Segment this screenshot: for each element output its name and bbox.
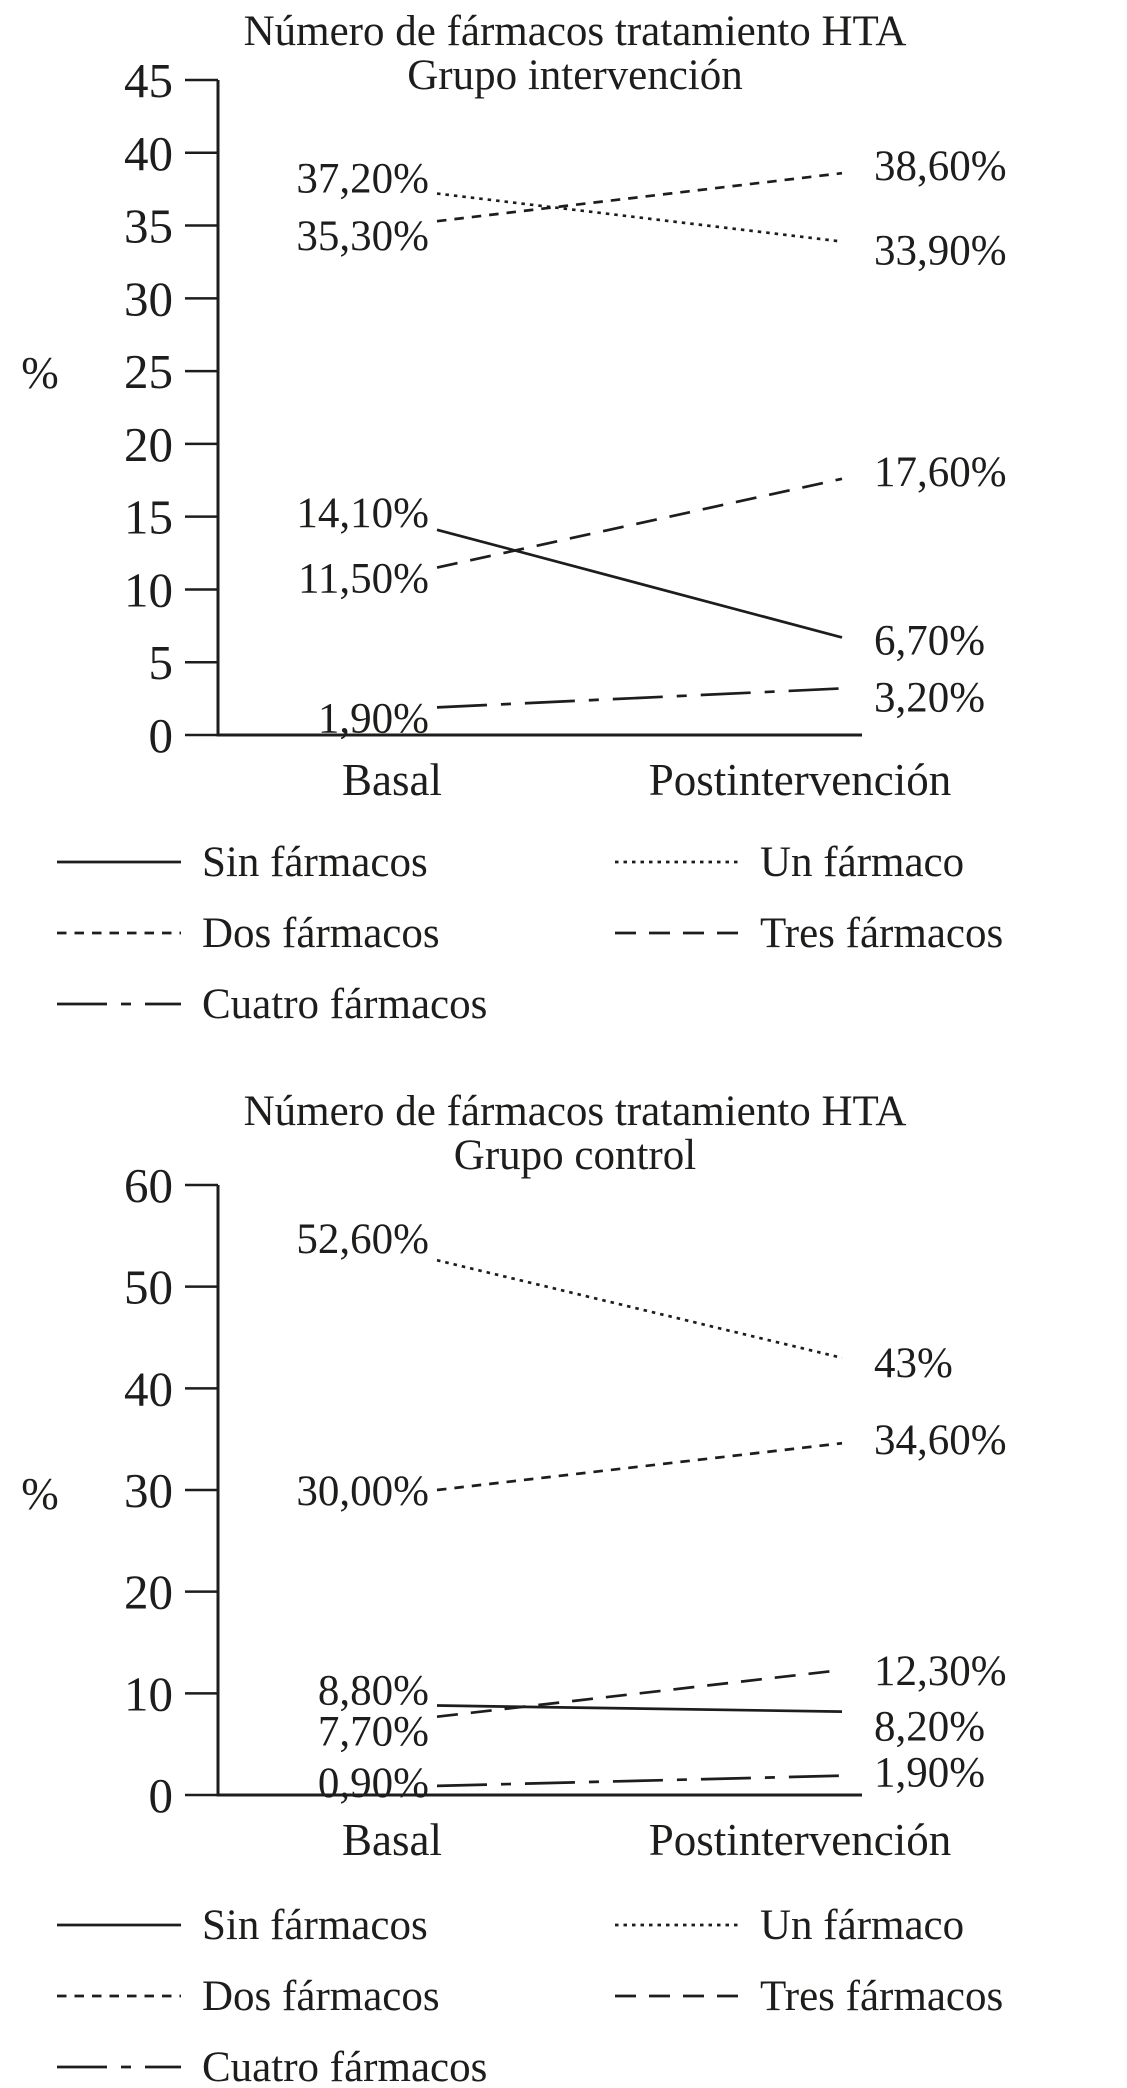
intervention-chart-legend: Sin fármacos Un fármaco Dos fármacos Tre…	[0, 838, 1127, 1028]
intervention-chart-plot: Número de fármacos tratamiento HTA Grupo…	[21, 8, 1006, 805]
series-lines	[436, 171, 843, 709]
data-label-basal: 52,60%	[296, 1216, 429, 1263]
data-label-basal: 11,50%	[298, 556, 429, 603]
legend-item-cuatro-farmacos: Cuatro fármacos	[56, 980, 614, 1028]
series-line-un-f-rmaco	[436, 1258, 843, 1360]
chart-title: Número de fármacos tratamiento HTA	[244, 8, 907, 55]
data-labels: 8,80% 8,20% 52,60% 43% 30,00% 34,60% 7,70% 12,3…	[296, 1216, 1006, 1807]
y-tick-label: 20	[124, 1565, 173, 1620]
y-tick-label: 0	[149, 708, 174, 763]
y-tick-label: 40	[124, 126, 173, 181]
series-line-dos-f-rmacos	[436, 171, 843, 223]
series-line-dos-f-rmacos	[436, 1441, 843, 1492]
data-label-postintervencion: 3,20%	[874, 674, 985, 721]
legend-line-sample-dotted	[615, 1923, 739, 1927]
legend-item-un-farmaco: Un fármaco	[614, 1901, 1127, 1949]
x-category-postintervencion: Postintervención	[649, 1815, 951, 1865]
control-chart-legend: Sin fármacos Un fármaco Dos fármacos Tre…	[0, 1901, 1127, 2088]
series-line-cuatro-f-rmacos	[436, 687, 843, 709]
legend-label: Cuatro fármacos	[202, 2043, 488, 2088]
data-label-basal: 0,90%	[318, 1760, 429, 1807]
legend-item-dos-farmacos: Dos fármacos	[56, 909, 614, 957]
y-tick-label: 5	[149, 635, 174, 690]
legend-label: Sin fármacos	[202, 838, 428, 886]
chart-subtitle: Grupo intervención	[407, 52, 743, 99]
legend-item-un-farmaco: Un fármaco	[614, 838, 1127, 886]
data-label-postintervencion: 6,70%	[874, 617, 985, 664]
legend-line-sample-dashed	[57, 1994, 181, 1998]
x-category-basal: Basal	[342, 755, 442, 805]
series-line-sin-f-rmacos	[436, 1704, 843, 1713]
data-labels: 14,10% 6,70% 37,20% 33,90% 35,30% 38,60% 11,50…	[296, 143, 1006, 742]
legend-label: Cuatro fármacos	[202, 980, 488, 1028]
y-axis-label: %	[21, 348, 59, 398]
control-chart-plot: Número de fármacos tratamiento HTA Grupo…	[21, 1088, 1006, 1865]
data-label-postintervencion: 8,20%	[874, 1704, 985, 1751]
legend-line-sample-solid	[57, 860, 181, 864]
y-tick-label: 15	[124, 490, 173, 545]
y-tick-label: 25	[124, 344, 173, 399]
axes: 0 5 10 15 20 25 30 35 40 45	[124, 53, 862, 763]
y-tick-label: 40	[124, 1361, 173, 1416]
data-label-basal: 8,80%	[318, 1668, 429, 1715]
legend-item-tres-farmacos: Tres fármacos	[614, 909, 1127, 957]
legend-line-sample-long-dash	[615, 931, 739, 935]
y-tick-label: 30	[124, 271, 173, 326]
x-category-postintervencion: Postintervención	[649, 755, 951, 805]
y-tick-label: 35	[124, 199, 173, 254]
legend-label: Un fármaco	[760, 1901, 965, 1949]
x-category-basal: Basal	[342, 1815, 442, 1865]
data-label-basal: 14,10%	[296, 490, 429, 537]
y-tick-label: 50	[124, 1260, 173, 1315]
legend-label: Dos fármacos	[202, 909, 440, 957]
y-tick-label: 45	[124, 53, 173, 108]
y-tick-label: 10	[124, 562, 173, 617]
data-label-postintervencion: 43%	[874, 1340, 953, 1387]
y-tick-label: 0	[149, 1768, 174, 1823]
legend-label: Un fármaco	[760, 838, 965, 886]
y-tick-label: 20	[124, 417, 173, 472]
legend-item-sin-farmacos: Sin fármacos	[56, 838, 614, 886]
legend-line-sample-dotted	[615, 860, 739, 864]
y-tick-label: 60	[124, 1158, 173, 1213]
legend-label: Dos fármacos	[202, 1972, 440, 2020]
legend-item-tres-farmacos: Tres fármacos	[614, 1972, 1127, 2020]
legend-line-sample-dash-dot	[57, 1002, 181, 1006]
y-tick-label: 10	[124, 1666, 173, 1721]
y-axis-label: %	[21, 1469, 59, 1519]
axes: 0 10 20 30 40 50 60	[124, 1158, 862, 1823]
series-line-tres-f-rmacos	[436, 477, 843, 569]
chart-title: Número de fármacos tratamiento HTA	[244, 1088, 907, 1135]
legend-item-sin-farmacos: Sin fármacos	[56, 1901, 614, 1949]
legend-label: Tres fármacos	[760, 909, 1004, 957]
legend-line-sample-dashed	[57, 931, 181, 935]
data-label-basal: 30,00%	[296, 1468, 429, 1515]
legend-item-cuatro-farmacos: Cuatro fármacos	[56, 2043, 614, 2088]
data-label-basal: 1,90%	[318, 695, 429, 742]
data-label-postintervencion: 33,90%	[874, 228, 1007, 275]
series-line-un-f-rmaco	[436, 192, 843, 243]
legend-line-sample-solid	[57, 1923, 181, 1927]
data-label-postintervencion: 34,60%	[874, 1417, 1007, 1464]
legend-label: Sin fármacos	[202, 1901, 428, 1949]
data-label-postintervencion: 17,60%	[874, 449, 1007, 496]
series-line-sin-f-rmacos	[436, 528, 843, 639]
data-label-postintervencion: 38,60%	[874, 143, 1007, 190]
legend-line-sample-long-dash	[615, 1994, 739, 1998]
y-tick-label: 30	[124, 1463, 173, 1518]
series-lines	[436, 1258, 843, 1788]
legend-label: Tres fármacos	[760, 1972, 1004, 2020]
legend-item-dos-farmacos: Dos fármacos	[56, 1972, 614, 2020]
data-label-postintervencion: 1,90%	[874, 1750, 985, 1797]
chart-subtitle: Grupo control	[454, 1132, 696, 1179]
series-line-cuatro-f-rmacos	[436, 1774, 843, 1788]
legend-line-sample-dash-dot	[57, 2065, 181, 2069]
data-label-basal: 7,70%	[318, 1709, 429, 1756]
data-label-postintervencion: 12,30%	[874, 1648, 1007, 1695]
data-label-basal: 35,30%	[296, 213, 429, 260]
data-label-basal: 37,20%	[296, 156, 429, 203]
